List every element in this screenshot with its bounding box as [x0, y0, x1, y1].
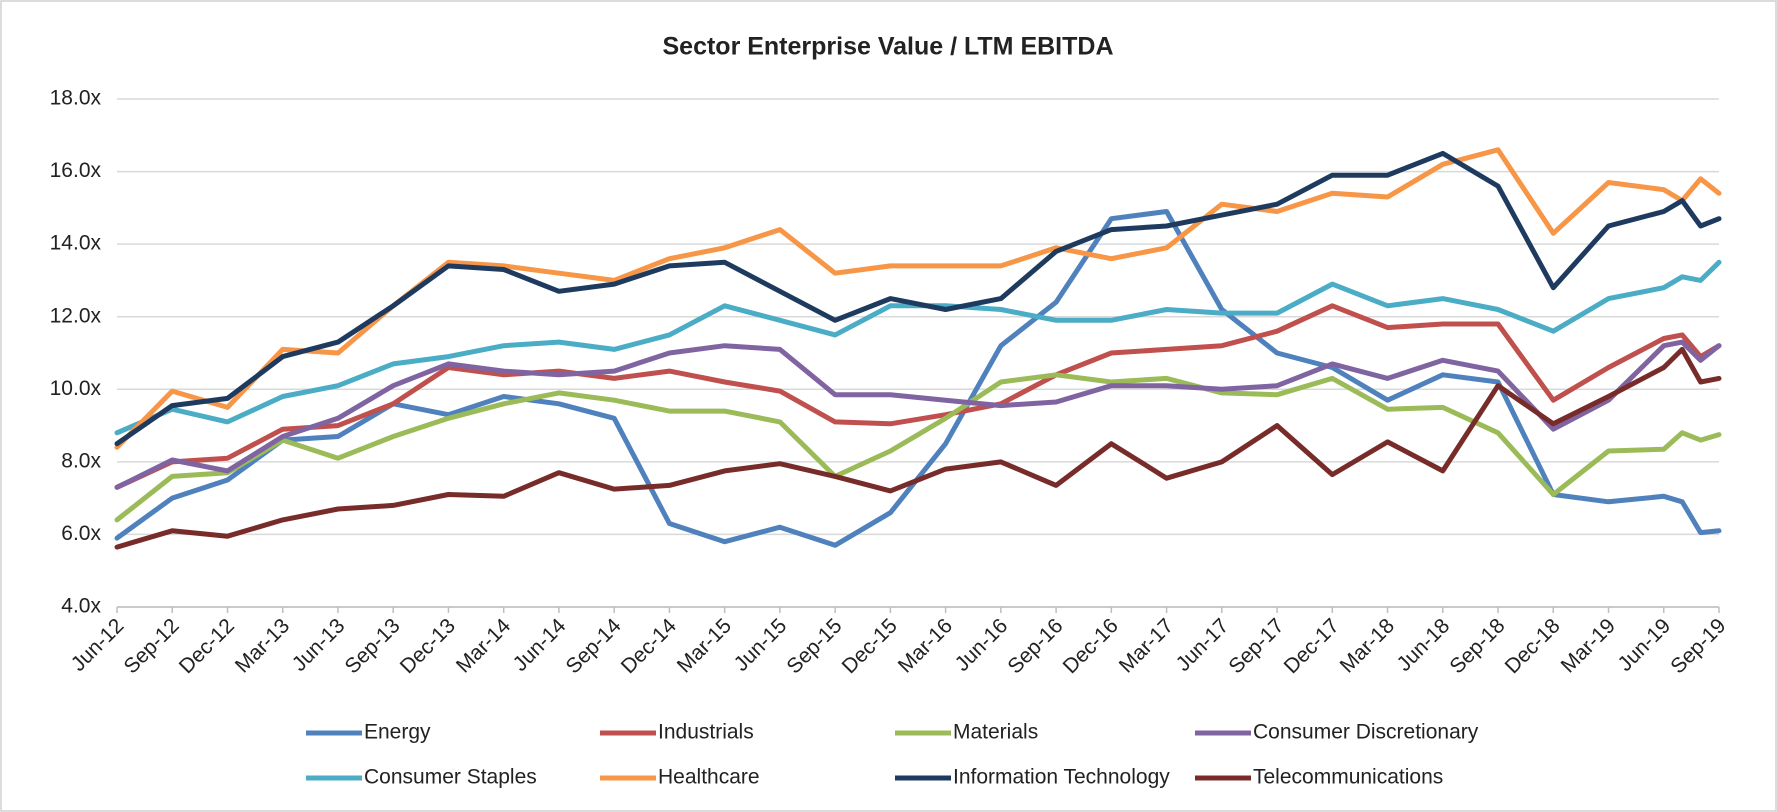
series-line: [114, 372, 1722, 523]
y-tick-label: 6.0x: [61, 522, 101, 545]
series-line: [114, 209, 1722, 548]
chart-title: Sector Enterprise Value / LTM EBITDA: [662, 33, 1113, 61]
y-tick-label: 4.0x: [61, 595, 101, 618]
y-tick-label: 8.0x: [61, 449, 101, 472]
y-tick-label: 14.0x: [50, 232, 102, 255]
y-tick-label: 18.0x: [50, 87, 102, 110]
legend-label: Consumer Staples: [364, 766, 537, 789]
series-line: [114, 259, 1722, 436]
legend-label: Materials: [953, 721, 1038, 744]
legend-label: Telecommunications: [1253, 766, 1443, 789]
legend-label: Energy: [364, 721, 431, 744]
y-tick-label: 12.0x: [50, 304, 102, 327]
y-tick-label: 16.0x: [50, 159, 102, 182]
series-line: [114, 150, 1722, 447]
legend-label: Healthcare: [658, 766, 760, 789]
legend-label: Industrials: [658, 721, 754, 744]
legend-label: Consumer Discretionary: [1253, 721, 1479, 744]
y-tick-label: 10.0x: [50, 377, 102, 400]
legend-label: Information Technology: [953, 766, 1170, 789]
series-line: [114, 303, 1722, 490]
series-line: [114, 346, 1722, 550]
